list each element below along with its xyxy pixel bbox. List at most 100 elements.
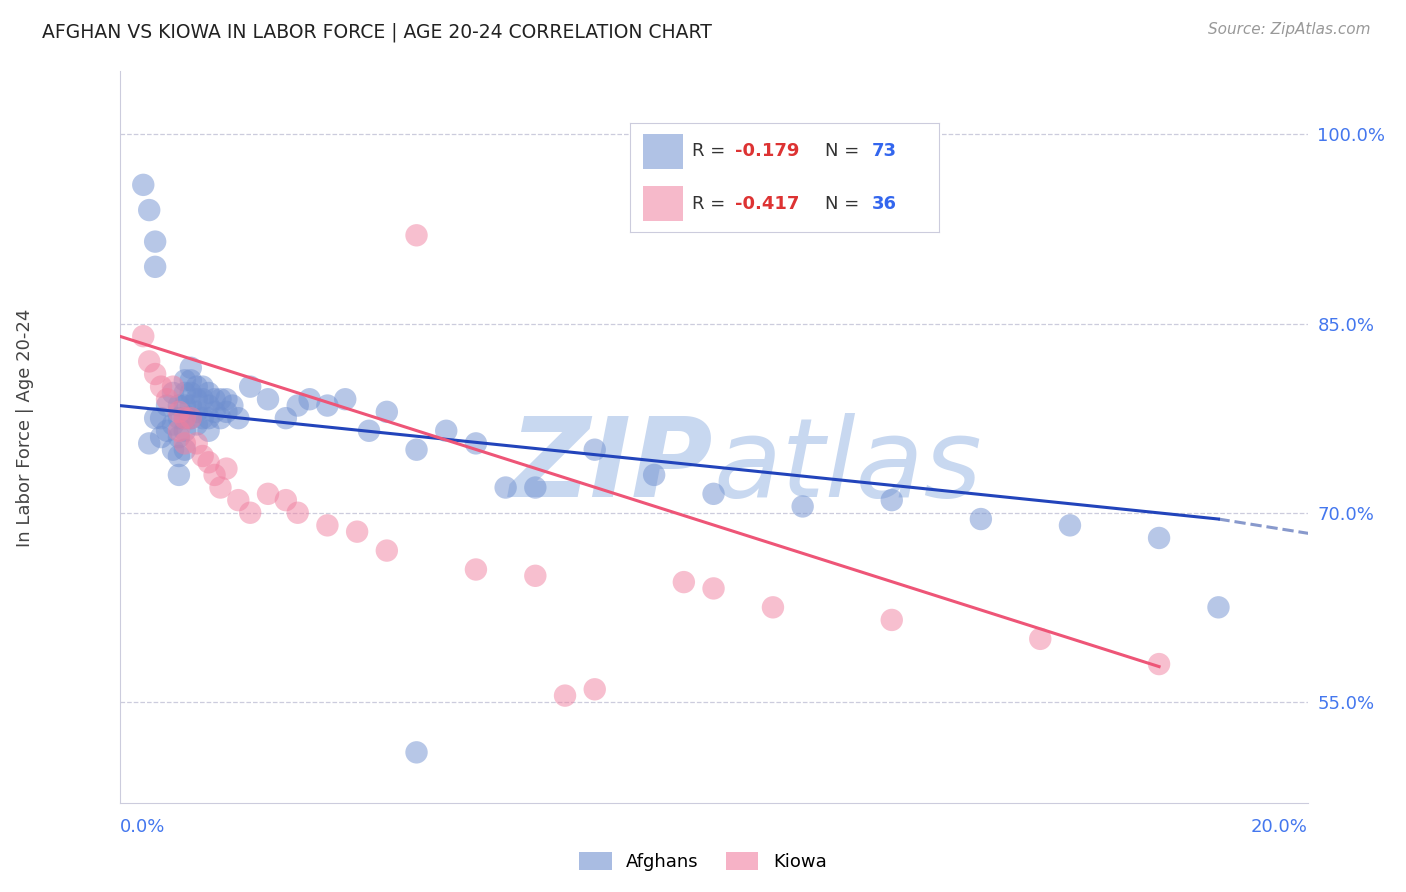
Point xyxy=(464,562,486,576)
Point xyxy=(173,424,195,438)
Point xyxy=(150,379,173,393)
Point xyxy=(162,379,184,393)
Text: R =: R = xyxy=(692,194,731,213)
Point xyxy=(156,392,179,407)
Bar xyxy=(643,186,683,221)
Point xyxy=(583,442,606,457)
Text: ZIP: ZIP xyxy=(510,413,713,520)
Point xyxy=(143,235,166,249)
Point xyxy=(702,582,725,596)
Point xyxy=(180,360,202,375)
Point xyxy=(186,405,208,419)
Point xyxy=(495,481,517,495)
Point xyxy=(524,481,547,495)
Point xyxy=(357,424,380,438)
Point xyxy=(287,506,309,520)
Point xyxy=(191,411,214,425)
Point xyxy=(197,411,219,425)
Point xyxy=(1208,600,1230,615)
Point xyxy=(186,392,208,407)
Point xyxy=(792,500,814,514)
Point xyxy=(167,467,190,482)
Point xyxy=(335,392,357,407)
Point xyxy=(204,405,226,419)
Point xyxy=(197,399,219,413)
Point xyxy=(257,487,280,501)
Point xyxy=(215,461,238,475)
Point xyxy=(167,430,190,444)
Point xyxy=(375,405,398,419)
Point xyxy=(180,411,202,425)
Point xyxy=(186,436,208,450)
Text: -0.179: -0.179 xyxy=(735,142,800,160)
Text: 73: 73 xyxy=(872,142,896,160)
Point xyxy=(173,411,195,425)
Point xyxy=(143,411,166,425)
Point xyxy=(672,575,695,590)
Point xyxy=(167,399,190,413)
Point xyxy=(162,386,184,401)
Text: R =: R = xyxy=(692,142,731,160)
Point xyxy=(132,329,155,343)
Point xyxy=(197,455,219,469)
Point xyxy=(143,260,166,274)
Text: Source: ZipAtlas.com: Source: ZipAtlas.com xyxy=(1208,22,1371,37)
Point xyxy=(434,424,457,438)
Point xyxy=(643,467,665,482)
Text: 36: 36 xyxy=(872,194,896,213)
Point xyxy=(180,386,202,401)
Point xyxy=(173,411,195,425)
Point xyxy=(880,613,903,627)
Point xyxy=(180,411,202,425)
Point xyxy=(197,424,219,438)
Point xyxy=(197,386,219,401)
Text: N =: N = xyxy=(825,194,865,213)
Point xyxy=(132,178,155,192)
Point xyxy=(274,411,297,425)
Point xyxy=(524,569,547,583)
Point xyxy=(1147,657,1170,671)
Point xyxy=(150,430,173,444)
Point xyxy=(762,600,785,615)
Point xyxy=(298,392,321,407)
Point xyxy=(228,493,250,508)
Text: atlas: atlas xyxy=(713,413,983,520)
Point xyxy=(257,392,280,407)
Point xyxy=(191,379,214,393)
Point xyxy=(167,424,190,438)
Point xyxy=(162,442,184,457)
Point xyxy=(554,689,576,703)
Text: In Labor Force | Age 20-24: In Labor Force | Age 20-24 xyxy=(17,309,34,548)
Point xyxy=(274,493,297,508)
Point xyxy=(880,493,903,508)
Point xyxy=(173,436,195,450)
Point xyxy=(204,467,226,482)
Point xyxy=(970,512,993,526)
Point xyxy=(150,411,173,425)
Point xyxy=(138,354,160,368)
Text: 0.0%: 0.0% xyxy=(120,818,165,836)
Point xyxy=(346,524,368,539)
Text: N =: N = xyxy=(825,142,865,160)
Point xyxy=(138,436,160,450)
Point xyxy=(1147,531,1170,545)
Point xyxy=(405,228,427,243)
Point xyxy=(215,405,238,419)
Point xyxy=(316,518,339,533)
Point xyxy=(180,373,202,387)
Point xyxy=(167,449,190,463)
Point xyxy=(221,399,243,413)
Point xyxy=(173,386,195,401)
Point xyxy=(167,411,190,425)
Point xyxy=(209,481,232,495)
Text: 20.0%: 20.0% xyxy=(1251,818,1308,836)
Point xyxy=(156,424,179,438)
Legend: Afghans, Kiowa: Afghans, Kiowa xyxy=(572,845,834,879)
Point xyxy=(180,399,202,413)
Point xyxy=(464,436,486,450)
Point xyxy=(173,399,195,413)
Point xyxy=(162,417,184,432)
Text: -0.417: -0.417 xyxy=(735,194,800,213)
Point xyxy=(239,379,262,393)
Text: AFGHAN VS KIOWA IN LABOR FORCE | AGE 20-24 CORRELATION CHART: AFGHAN VS KIOWA IN LABOR FORCE | AGE 20-… xyxy=(42,22,711,42)
